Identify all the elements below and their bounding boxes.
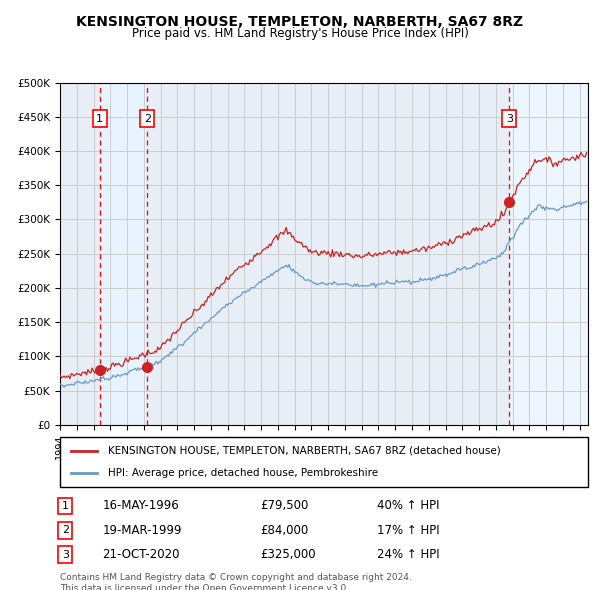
- Text: This data is licensed under the Open Government Licence v3.0.: This data is licensed under the Open Gov…: [60, 584, 349, 590]
- Bar: [148, 83, 509, 425]
- Text: 16-MAY-1996: 16-MAY-1996: [102, 499, 179, 513]
- Text: 2: 2: [62, 525, 69, 535]
- Text: 3: 3: [506, 113, 513, 123]
- Bar: [509, 83, 588, 425]
- FancyBboxPatch shape: [60, 437, 588, 487]
- Text: KENSINGTON HOUSE, TEMPLETON, NARBERTH, SA67 8RZ (detached house): KENSINGTON HOUSE, TEMPLETON, NARBERTH, S…: [107, 445, 500, 455]
- Text: 21-OCT-2020: 21-OCT-2020: [102, 548, 180, 561]
- Text: 3: 3: [62, 550, 69, 559]
- Text: 1: 1: [62, 501, 69, 511]
- Text: £84,000: £84,000: [260, 524, 309, 537]
- Text: 19-MAR-1999: 19-MAR-1999: [102, 524, 182, 537]
- Text: Contains HM Land Registry data © Crown copyright and database right 2024.: Contains HM Land Registry data © Crown c…: [60, 573, 412, 582]
- Text: 2: 2: [144, 113, 151, 123]
- Text: 1: 1: [96, 113, 103, 123]
- Bar: [60, 83, 100, 425]
- Bar: [100, 83, 148, 425]
- Text: £79,500: £79,500: [260, 499, 309, 513]
- Text: 40% ↑ HPI: 40% ↑ HPI: [377, 499, 439, 513]
- Text: KENSINGTON HOUSE, TEMPLETON, NARBERTH, SA67 8RZ: KENSINGTON HOUSE, TEMPLETON, NARBERTH, S…: [76, 15, 524, 29]
- Text: £325,000: £325,000: [260, 548, 316, 561]
- Text: HPI: Average price, detached house, Pembrokeshire: HPI: Average price, detached house, Pemb…: [107, 468, 377, 478]
- Text: Price paid vs. HM Land Registry's House Price Index (HPI): Price paid vs. HM Land Registry's House …: [131, 27, 469, 40]
- Text: 17% ↑ HPI: 17% ↑ HPI: [377, 524, 439, 537]
- Text: 24% ↑ HPI: 24% ↑ HPI: [377, 548, 439, 561]
